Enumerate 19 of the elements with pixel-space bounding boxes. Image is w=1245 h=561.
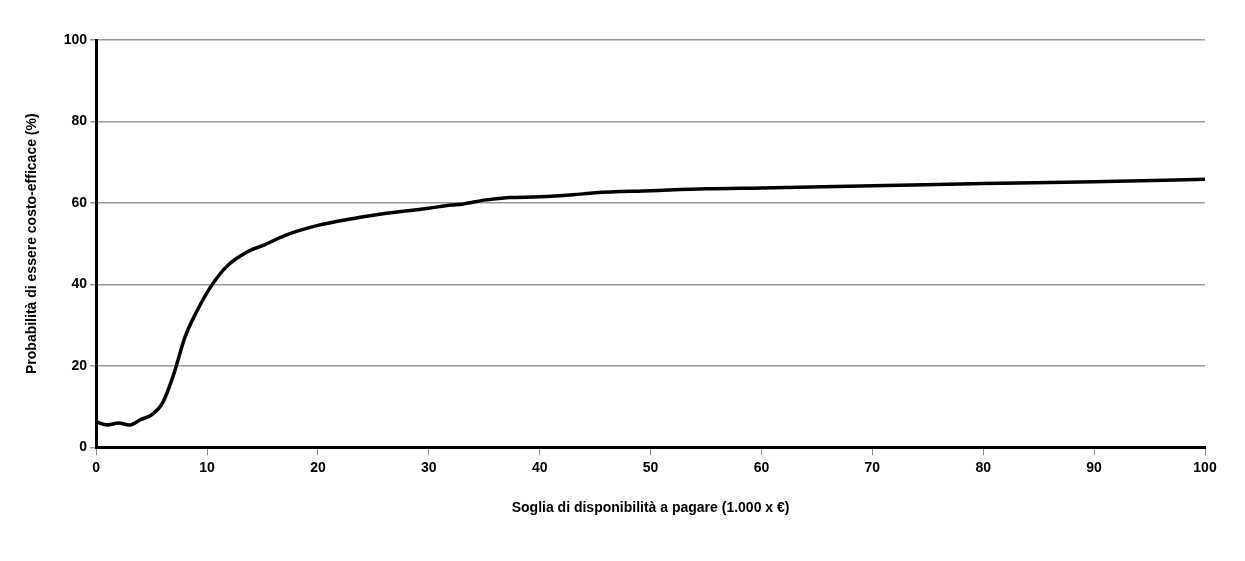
x-axis-title: Soglia di disponibilità a pagare (1.000 x €) [511,499,790,516]
x-tick-label: 60 [753,458,770,475]
y-tick-label: 80 [71,112,88,129]
x-tick-label: 20 [310,458,326,475]
x-tick-label: 10 [199,458,216,475]
y-tick-label: 20 [71,356,88,373]
y-tick-label: 0 [79,438,88,455]
x-tick-label: 0 [92,458,101,475]
y-tick-label: 100 [63,30,88,47]
x-tick-label: 40 [531,458,548,475]
x-tick-label: 30 [421,458,437,475]
x-tick-label: 70 [864,458,881,475]
x-tick-label: 90 [1086,458,1103,475]
x-tick-label: 80 [975,458,992,475]
x-tick-label: 100 [1193,458,1217,475]
x-tick-label: 50 [642,458,659,475]
y-axis-title: Probabilità di essere costo-efficace (%) [23,113,40,375]
y-tick-label: 40 [71,275,88,292]
y-tick-label: 60 [71,193,88,210]
